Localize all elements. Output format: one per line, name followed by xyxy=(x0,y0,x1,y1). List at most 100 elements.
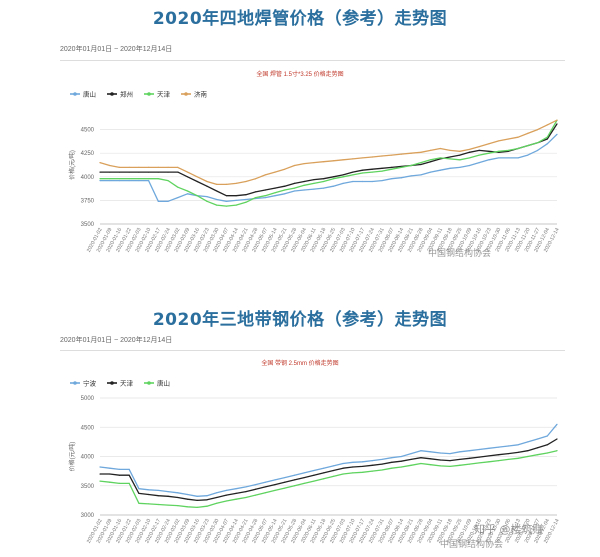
data-point xyxy=(196,195,198,197)
data-point xyxy=(167,491,169,493)
chart2-subtitle: 全国 带钢 2.5mm 价格走势图 xyxy=(261,361,339,367)
data-point xyxy=(332,475,334,477)
data-point xyxy=(468,151,471,153)
data-point xyxy=(459,458,461,461)
legend-marker xyxy=(147,381,151,385)
data-point xyxy=(391,461,393,463)
data-point xyxy=(206,200,208,202)
data-point xyxy=(488,152,490,154)
legend-marker xyxy=(184,92,188,96)
data-point xyxy=(556,133,558,135)
data-point xyxy=(468,450,471,452)
data-point xyxy=(546,124,548,126)
legend-marker xyxy=(110,381,114,385)
data-point xyxy=(371,459,373,462)
data-point xyxy=(284,476,286,479)
data-point xyxy=(556,123,558,125)
data-point xyxy=(206,180,208,183)
data-point xyxy=(157,200,159,202)
data-point xyxy=(332,176,334,178)
y-tick-label: 3000 xyxy=(81,513,95,519)
data-point xyxy=(264,189,266,191)
data-point xyxy=(517,451,519,454)
data-point xyxy=(196,506,198,508)
data-point xyxy=(449,149,451,151)
data-point xyxy=(498,140,500,142)
data-point xyxy=(216,183,218,185)
data-point xyxy=(439,465,441,467)
data-point xyxy=(429,451,432,453)
data-point xyxy=(507,157,509,159)
data-point xyxy=(235,182,237,185)
data-point xyxy=(148,179,150,182)
data-point xyxy=(449,465,451,468)
data-point xyxy=(177,196,179,199)
legend-label: 宁波 xyxy=(83,379,97,388)
legend-marker xyxy=(147,92,151,96)
data-point xyxy=(148,178,150,180)
data-point xyxy=(507,452,509,455)
data-point xyxy=(498,459,500,462)
data-point xyxy=(352,158,354,160)
data-point xyxy=(420,450,422,452)
data-point xyxy=(323,180,325,183)
data-point xyxy=(429,159,432,161)
data-point xyxy=(371,168,373,170)
legend-label: 天津 xyxy=(120,380,134,388)
data-point xyxy=(167,504,169,506)
data-point xyxy=(536,142,539,144)
data-point xyxy=(488,461,490,463)
data-point xyxy=(225,195,228,197)
data-point xyxy=(536,149,539,151)
data-point xyxy=(293,182,296,185)
data-point xyxy=(342,473,344,475)
data-point xyxy=(128,474,130,476)
data-point xyxy=(391,457,393,459)
data-point xyxy=(138,502,140,504)
data-point xyxy=(118,482,121,485)
data-point xyxy=(109,171,111,173)
data-point xyxy=(245,496,247,499)
legend-item-3: 济南 xyxy=(181,90,208,99)
data-point xyxy=(420,163,422,166)
data-point xyxy=(235,204,237,206)
data-point xyxy=(293,479,296,481)
data-point xyxy=(342,159,344,161)
data-point xyxy=(99,178,101,180)
data-point xyxy=(478,154,480,156)
data-point xyxy=(284,185,286,187)
data-point xyxy=(342,174,344,176)
data-point xyxy=(293,485,296,487)
data-point xyxy=(323,472,325,474)
data-point xyxy=(284,189,286,191)
legend-marker xyxy=(110,92,114,96)
data-point xyxy=(157,178,159,180)
data-point xyxy=(332,178,334,180)
data-point xyxy=(459,159,461,161)
data-point xyxy=(303,184,305,186)
data-point xyxy=(468,457,471,459)
data-point xyxy=(216,492,218,494)
data-point xyxy=(352,174,354,176)
data-point xyxy=(429,149,432,151)
data-point xyxy=(264,195,266,197)
y-tick-label: 3500 xyxy=(81,484,95,490)
data-point xyxy=(225,489,228,492)
data-point xyxy=(323,467,325,469)
data-point xyxy=(148,489,150,491)
data-point xyxy=(517,444,519,446)
data-point xyxy=(352,171,354,173)
series-line-1 xyxy=(100,123,558,197)
data-point xyxy=(254,483,257,486)
data-point xyxy=(468,148,471,151)
data-point xyxy=(177,492,179,494)
chart2-watermark-zhihu: 知乎 @楼筑赚 xyxy=(474,523,544,536)
data-point xyxy=(274,195,276,197)
data-point xyxy=(235,199,237,201)
data-point xyxy=(157,171,159,173)
data-point xyxy=(478,149,480,151)
data-point xyxy=(400,460,403,462)
series-line-0 xyxy=(99,423,558,497)
data-point xyxy=(118,179,121,182)
data-point xyxy=(128,482,130,485)
